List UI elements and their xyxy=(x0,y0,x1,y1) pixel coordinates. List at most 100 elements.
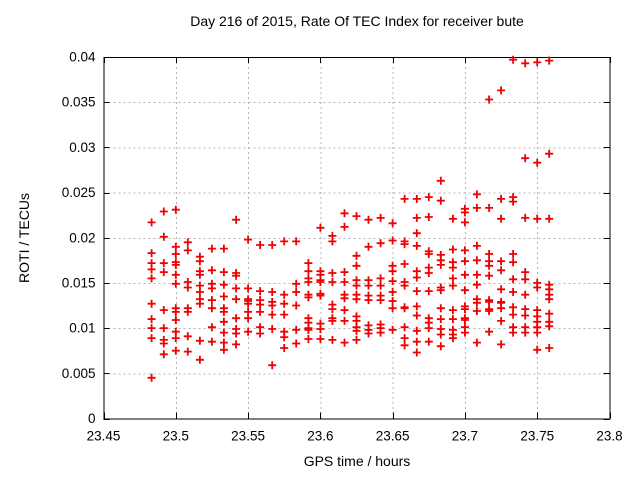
data-point xyxy=(533,158,542,167)
data-point xyxy=(340,268,349,277)
data-point xyxy=(268,310,277,319)
data-point xyxy=(388,288,397,296)
data-point xyxy=(207,337,216,346)
data-point xyxy=(244,314,253,323)
data-point xyxy=(472,270,481,279)
data-point xyxy=(183,347,192,356)
data-point xyxy=(545,295,554,304)
x-tick-label: 23.6 xyxy=(307,429,333,444)
data-point xyxy=(171,334,180,343)
data-point xyxy=(400,334,409,343)
data-point xyxy=(509,303,518,312)
data-point xyxy=(159,232,168,241)
data-point xyxy=(292,301,301,310)
data-point xyxy=(304,278,313,286)
data-point xyxy=(232,295,241,304)
data-point xyxy=(256,300,265,309)
data-point xyxy=(147,218,156,227)
data-point xyxy=(388,297,397,305)
data-point xyxy=(448,263,457,272)
y-tick-label: 0.02 xyxy=(69,230,95,245)
data-point xyxy=(485,307,494,315)
data-point xyxy=(207,323,216,332)
data-point xyxy=(340,316,349,325)
data-point xyxy=(448,306,457,315)
data-point xyxy=(424,287,433,296)
data-point xyxy=(316,335,325,343)
chart-title: Day 216 of 2015, Rate Of TEC Index for r… xyxy=(190,13,524,29)
data-point xyxy=(533,283,542,292)
data-point xyxy=(352,295,361,304)
data-point xyxy=(147,265,156,274)
data-point xyxy=(545,322,554,331)
data-point xyxy=(328,269,337,277)
data-point xyxy=(533,58,542,67)
data-point xyxy=(424,213,433,221)
data-point xyxy=(412,241,421,250)
data-point xyxy=(460,316,469,324)
data-point xyxy=(412,229,421,238)
data-point xyxy=(472,190,481,199)
data-point xyxy=(460,286,469,295)
data-point xyxy=(159,324,168,333)
data-point xyxy=(521,328,530,337)
data-point xyxy=(545,214,554,223)
data-point xyxy=(400,304,409,313)
data-point xyxy=(304,267,313,276)
data-point xyxy=(268,301,277,310)
data-point xyxy=(521,213,530,222)
data-point xyxy=(460,246,469,255)
x-tick-label: 23.7 xyxy=(452,429,478,444)
data-point xyxy=(460,257,469,266)
y-tick-label: 0.01 xyxy=(69,321,95,336)
data-point xyxy=(521,311,530,320)
data-point xyxy=(497,194,506,203)
data-point xyxy=(171,270,180,279)
y-axis-label: ROTI / TECUs xyxy=(16,193,32,283)
data-point xyxy=(171,242,180,251)
data-point xyxy=(509,197,518,206)
data-point xyxy=(256,307,265,316)
data-point xyxy=(364,215,373,224)
data-point xyxy=(388,219,397,228)
data-point xyxy=(280,310,289,319)
data-point xyxy=(195,270,204,279)
data-point xyxy=(460,305,469,314)
data-point xyxy=(448,274,457,283)
data-point xyxy=(424,269,433,277)
data-point xyxy=(485,261,494,270)
data-point xyxy=(147,373,156,382)
data-point xyxy=(545,309,554,318)
y-tick-label: 0.04 xyxy=(69,50,96,65)
data-point xyxy=(412,348,421,357)
data-point xyxy=(147,324,156,333)
data-point xyxy=(292,237,301,246)
data-point xyxy=(448,334,457,343)
data-point xyxy=(328,305,337,314)
data-point xyxy=(424,324,433,333)
data-point xyxy=(328,316,337,325)
x-axis-label: GPS time / hours xyxy=(303,453,411,469)
data-point xyxy=(207,304,216,313)
data-point xyxy=(364,329,373,338)
data-point xyxy=(545,344,554,352)
data-point xyxy=(268,241,277,249)
data-point xyxy=(376,296,385,305)
data-point xyxy=(352,335,361,344)
data-point xyxy=(509,258,518,267)
data-point xyxy=(304,335,313,343)
data-point xyxy=(472,241,481,250)
data-point xyxy=(244,327,253,336)
data-point xyxy=(316,291,325,300)
data-point xyxy=(292,279,301,288)
x-tick-label: 23.65 xyxy=(376,429,410,444)
data-point xyxy=(232,284,241,293)
data-point xyxy=(448,245,457,254)
data-point xyxy=(424,250,433,258)
data-point xyxy=(340,294,349,303)
data-point xyxy=(436,330,445,339)
data-point xyxy=(147,315,156,324)
data-point xyxy=(448,315,457,324)
data-point xyxy=(497,304,506,313)
y-tick-label: 0.03 xyxy=(69,140,95,155)
